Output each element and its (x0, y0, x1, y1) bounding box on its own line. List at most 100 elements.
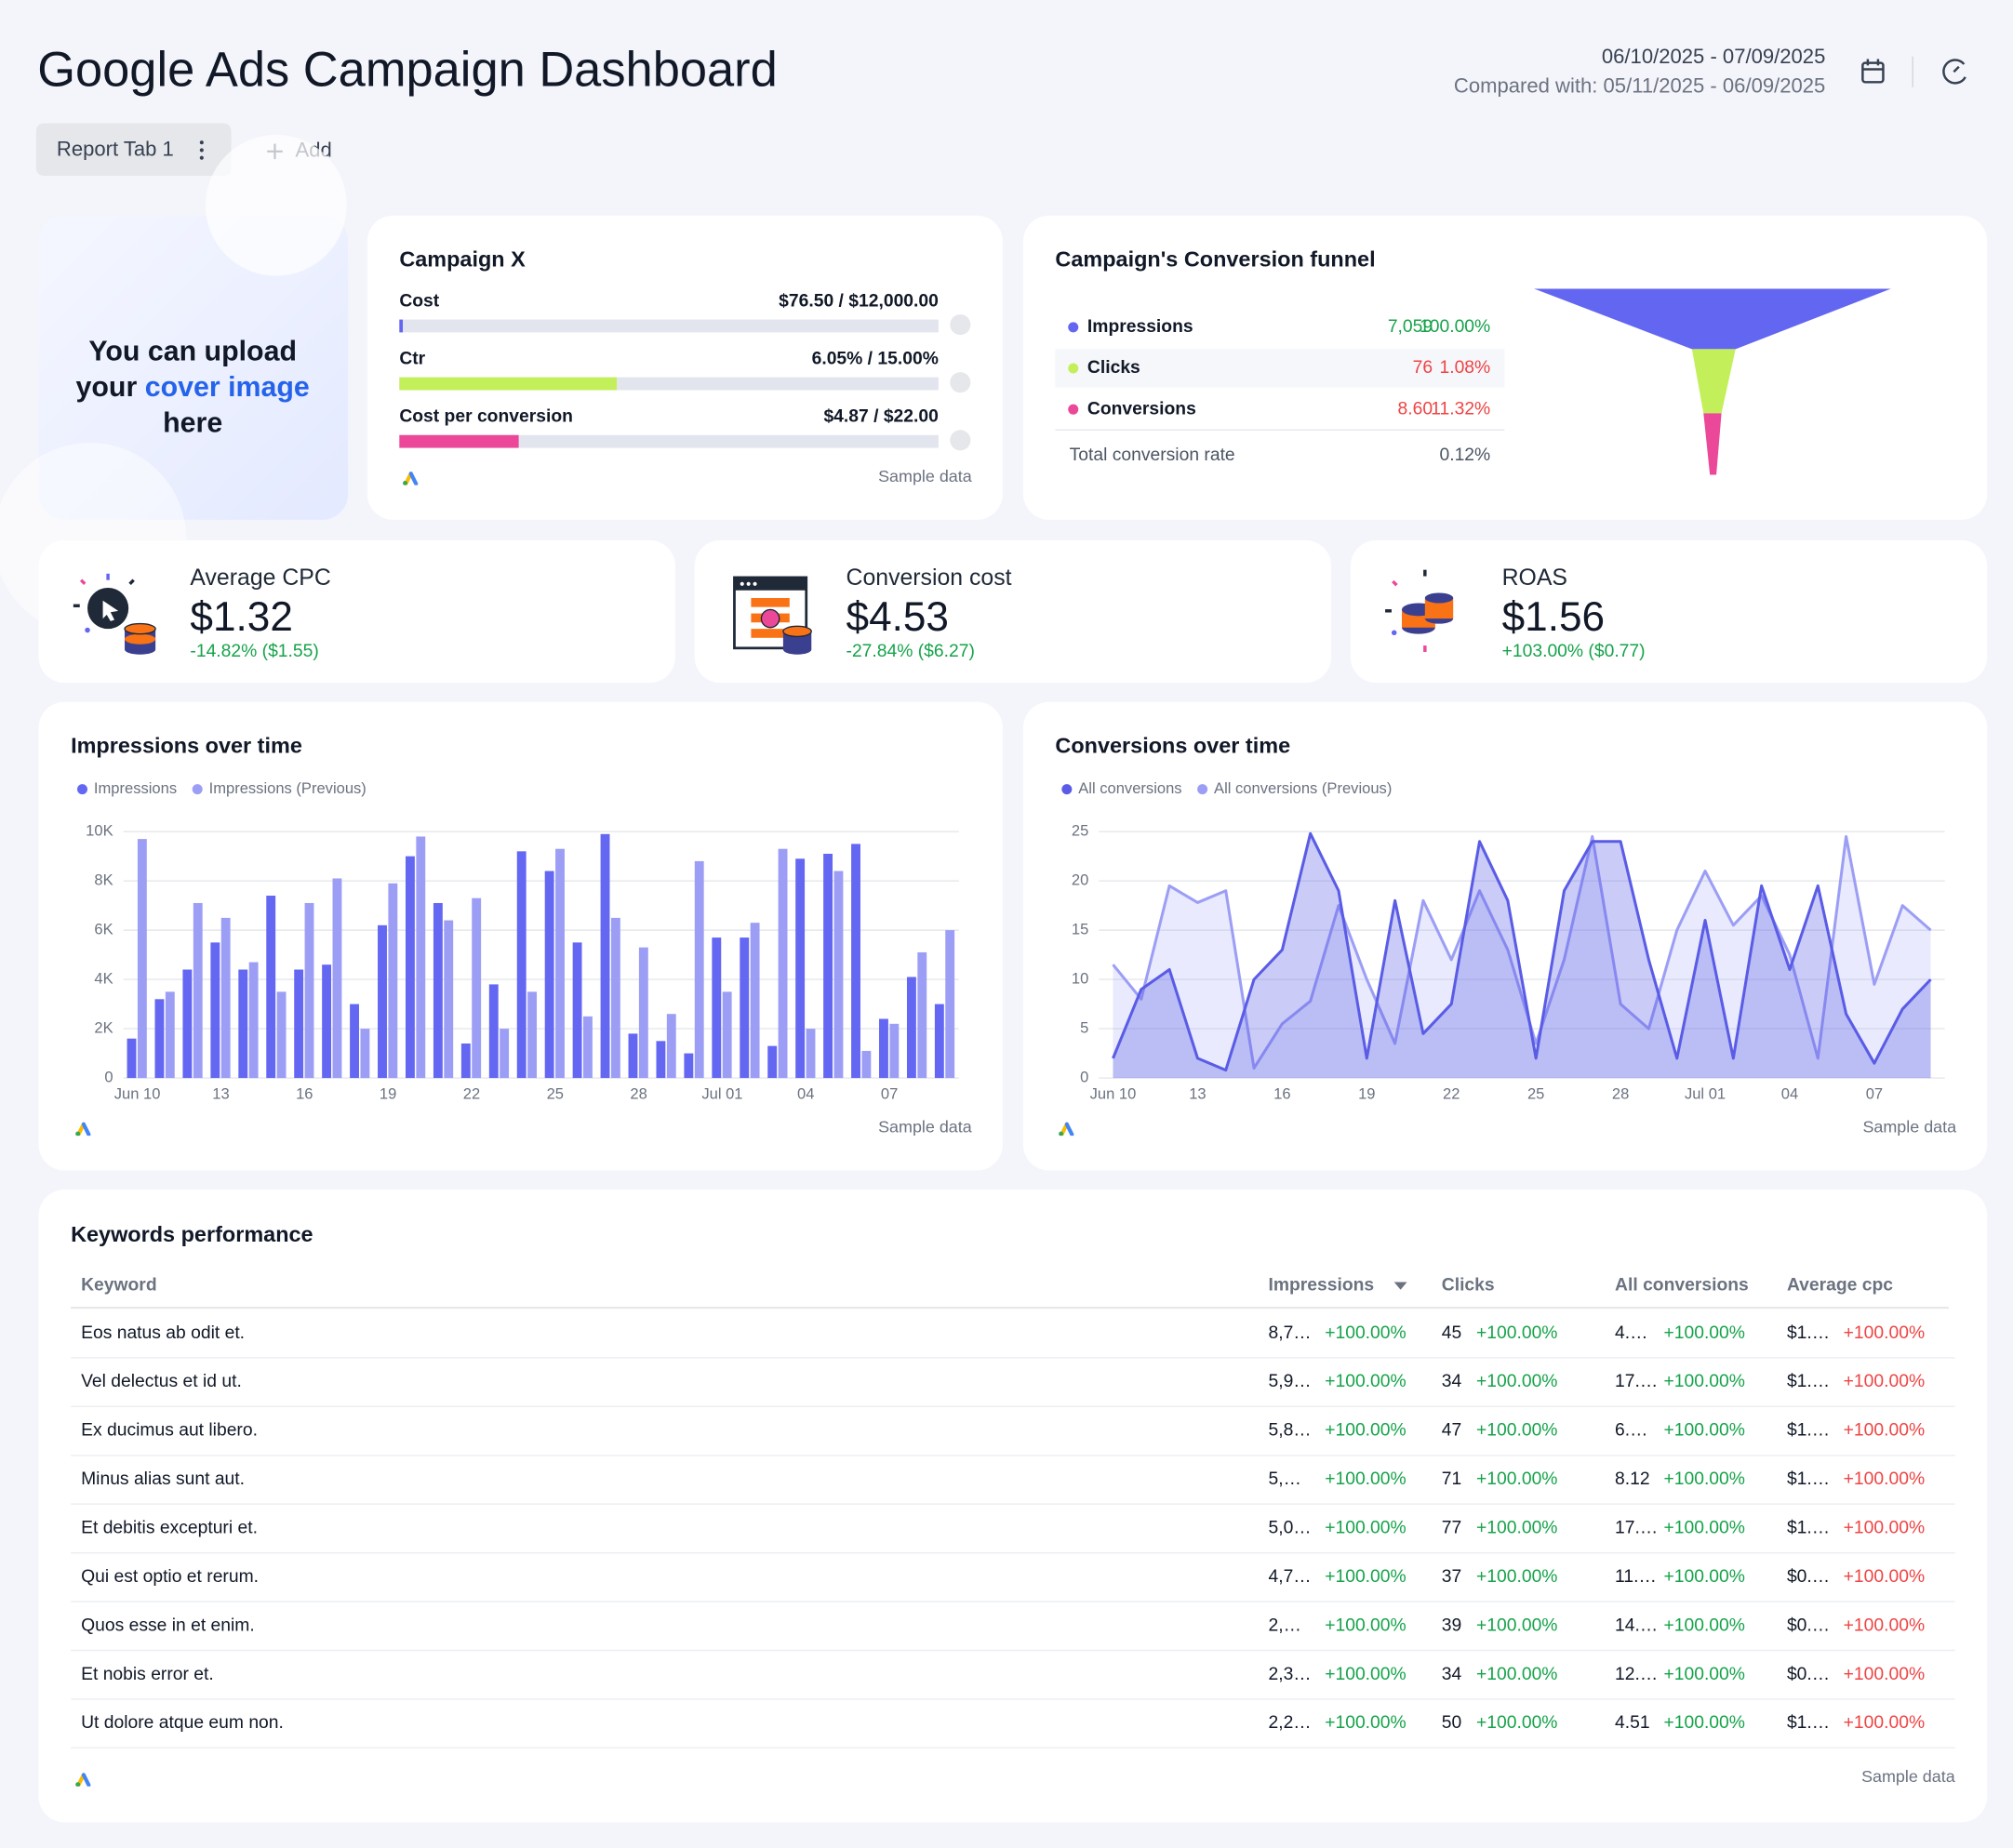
table-cell: Ut dolore atque eum non. (81, 1713, 284, 1733)
bar (460, 1043, 471, 1079)
table-cell: Ex ducimus aut libero. (81, 1421, 258, 1441)
bar (906, 977, 916, 1079)
card-title: Campaign X (399, 246, 526, 271)
bar (238, 969, 248, 1079)
bar (583, 1016, 593, 1079)
kpi-title: ROAS (1502, 565, 1567, 591)
bar (433, 902, 443, 1079)
x-tick-label: Jun 10 (114, 1084, 161, 1102)
tab-label[interactable]: Report Tab 1 (57, 137, 174, 160)
cover-text: You can upload (88, 336, 297, 366)
legend-dot (1068, 322, 1079, 333)
progress-track (399, 434, 939, 448)
refresh-icon[interactable] (1942, 59, 1966, 85)
bar (378, 924, 387, 1079)
stage-percent: 11.32% (1431, 399, 1490, 419)
bar (600, 833, 610, 1079)
funnel-segment (1703, 413, 1722, 475)
table-cell: +100.00% (1476, 1519, 1557, 1538)
table-cell: +100.00% (1663, 1421, 1744, 1441)
bar (154, 999, 165, 1079)
table-cell: +100.00% (1325, 1567, 1406, 1587)
table-cell: 50 (1442, 1713, 1461, 1733)
cover-card[interactable] (38, 215, 349, 520)
table-cell: +100.00% (1325, 1713, 1406, 1733)
table-cell: 34 (1442, 1372, 1462, 1391)
x-tick-label: 22 (463, 1084, 480, 1102)
bar (861, 1050, 872, 1079)
bar (656, 1041, 666, 1079)
metric-name: Ctr (399, 349, 425, 368)
x-tick-label: Jul 01 (701, 1084, 742, 1102)
calendar-icon[interactable] (1861, 59, 1885, 84)
table-cell: 5,9… (1268, 1372, 1311, 1391)
bar (444, 920, 454, 1079)
table-cell: 5,0… (1268, 1519, 1311, 1538)
bar (137, 839, 147, 1079)
bar (193, 902, 203, 1079)
bar (778, 848, 788, 1079)
table-cell: +100.00% (1476, 1421, 1557, 1441)
table-cell: 8.12 (1615, 1469, 1650, 1489)
y-tick-label: 5 (1080, 1018, 1088, 1036)
bar (472, 897, 482, 1079)
cpc-icon (73, 573, 156, 655)
bar (182, 969, 193, 1079)
stage-percent: 100.00% (1420, 317, 1490, 337)
bar (879, 1018, 888, 1079)
bar (388, 883, 398, 1079)
table-cell: +100.00% (1476, 1615, 1557, 1635)
cover-link[interactable]: cover image (145, 372, 310, 403)
x-tick-label: 04 (797, 1084, 814, 1102)
x-tick-label: 19 (380, 1084, 396, 1102)
chart-title: Impressions over time (71, 733, 302, 757)
stage-name: Conversions (1087, 399, 1196, 419)
legend-dot (76, 784, 88, 795)
sample-data: Sample data (878, 467, 972, 485)
table-cell: $1.… (1787, 1421, 1830, 1441)
table-cell: 14.… (1615, 1615, 1658, 1635)
column-header: Keyword (81, 1276, 157, 1296)
y-tick-label: 4K (94, 969, 113, 987)
compared-range[interactable]: Compared with: 05/11/2025 - 06/09/2025 (1454, 74, 1825, 98)
y-tick-label: 15 (1072, 920, 1088, 937)
metric-name: Cost per conversion (399, 407, 573, 427)
bar (165, 991, 175, 1079)
tab[interactable] (35, 123, 232, 177)
x-tick-label: 25 (1527, 1084, 1544, 1102)
sample-data: Sample data (1861, 1767, 1955, 1786)
table-cell: 34 (1442, 1665, 1462, 1684)
x-tick-label: 25 (547, 1084, 564, 1102)
metric-value: 6.05% / 15.00% (812, 349, 939, 368)
bar (248, 962, 259, 1079)
tab-menu[interactable] (199, 140, 204, 160)
row-highlight (1055, 349, 1505, 388)
date-range[interactable]: 06/10/2025 - 07/09/2025 (1602, 45, 1825, 68)
legend-label: All conversions (Previous) (1214, 779, 1392, 797)
metric-value: $76.50 / $12,000.00 (779, 291, 939, 311)
total-label: Total conversion rate (1070, 445, 1235, 465)
x-tick-label: 13 (1189, 1084, 1206, 1102)
table-cell: 5,… (1268, 1469, 1300, 1489)
metric-name: Cost (399, 291, 439, 311)
x-tick-label: 22 (1443, 1084, 1460, 1102)
sort-icon[interactable] (1393, 1282, 1407, 1290)
table-cell: 6.… (1615, 1421, 1647, 1441)
bar (220, 917, 231, 1079)
cover-text: your cover image (76, 372, 310, 403)
bar (322, 964, 332, 1079)
bar (304, 902, 314, 1079)
kpi-card (38, 539, 675, 684)
bar (527, 991, 538, 1079)
page-title: Google Ads Campaign Dashboard (37, 43, 778, 97)
column-header: Clicks (1442, 1276, 1495, 1296)
kpi-change: -27.84% ($6.27) (847, 642, 975, 661)
progress-bar (399, 319, 404, 333)
kpi-card (694, 539, 1332, 684)
bar (740, 937, 750, 1079)
bar (516, 851, 527, 1079)
table-cell: +100.00% (1325, 1519, 1406, 1538)
bar (823, 853, 833, 1079)
bar (851, 844, 860, 1079)
